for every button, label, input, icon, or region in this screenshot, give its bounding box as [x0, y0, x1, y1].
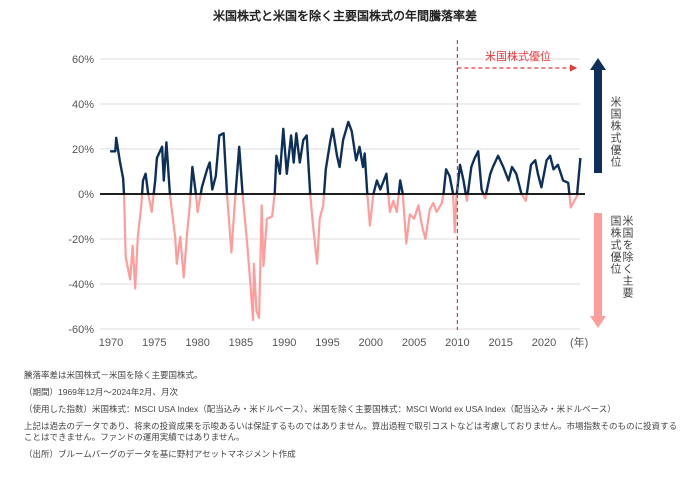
y-tick-label: 0% — [78, 189, 94, 201]
x-axis-unit: (年) — [570, 335, 588, 349]
y-tick-label: 60% — [72, 54, 94, 66]
up-arrow-icon — [590, 58, 606, 70]
line-chart: 米国株式と米国を除く主要国株式の年間騰落率差 60% 40% 20% 0% -20% -4… — [68, 8, 606, 349]
x-tick-label: 1995 — [315, 337, 339, 349]
footnotes: 騰落率差は米国株式－米国を除く主要国株式。 （期間）1969年12月～2024年… — [24, 370, 684, 466]
footnote: 騰落率差は米国株式－米国を除く主要国株式。 — [24, 370, 203, 380]
x-tick-label: 1985 — [229, 337, 253, 349]
x-tick-label: 2020 — [532, 337, 556, 349]
footnote: （出所）ブルームバーグのデータを基に野村アセットマネジメント作成 — [24, 449, 296, 459]
y-tick-label: 20% — [72, 144, 94, 156]
side-label-up: 米国株式優位 — [609, 96, 621, 168]
x-tick-label: 2015 — [488, 337, 512, 349]
x-tick-label: 1990 — [272, 337, 296, 349]
up-arrow-shaft — [594, 70, 602, 173]
y-tick-label: -20% — [68, 234, 94, 246]
series-line-positive — [110, 120, 582, 194]
x-tick-label: 2005 — [402, 337, 426, 349]
x-tick-label: 2010 — [445, 337, 469, 349]
down-arrow-shaft — [594, 213, 602, 316]
chart-title: 米国株式と米国を除く主要国株式の年間騰落率差 — [213, 8, 477, 23]
footnote: 上記は過去のデータであり、将来の投資成果を示唆あるいは保証するものではありません… — [24, 421, 678, 442]
annotation-label: 米国株式優位 — [485, 49, 551, 63]
footnote: （期間）1969年12月～2024年2月、月次 — [24, 387, 179, 397]
y-tick-label: 40% — [72, 99, 94, 111]
side-label-down: 米国を除く主要国株式優位 — [609, 215, 633, 299]
footnote: （使用した指数）米国株式：MSCI USA Index（配当込み・米ドルベース）… — [24, 404, 616, 414]
x-tick-label: 1975 — [142, 337, 166, 349]
x-tick-label: 1980 — [185, 337, 209, 349]
y-tick-label: -40% — [68, 279, 94, 291]
x-tick-label: 1970 — [99, 337, 123, 349]
y-tick-label: -60% — [68, 324, 94, 336]
series-line-negative — [122, 194, 579, 322]
down-arrow-icon — [590, 316, 606, 328]
x-tick-label: 2000 — [359, 337, 383, 349]
